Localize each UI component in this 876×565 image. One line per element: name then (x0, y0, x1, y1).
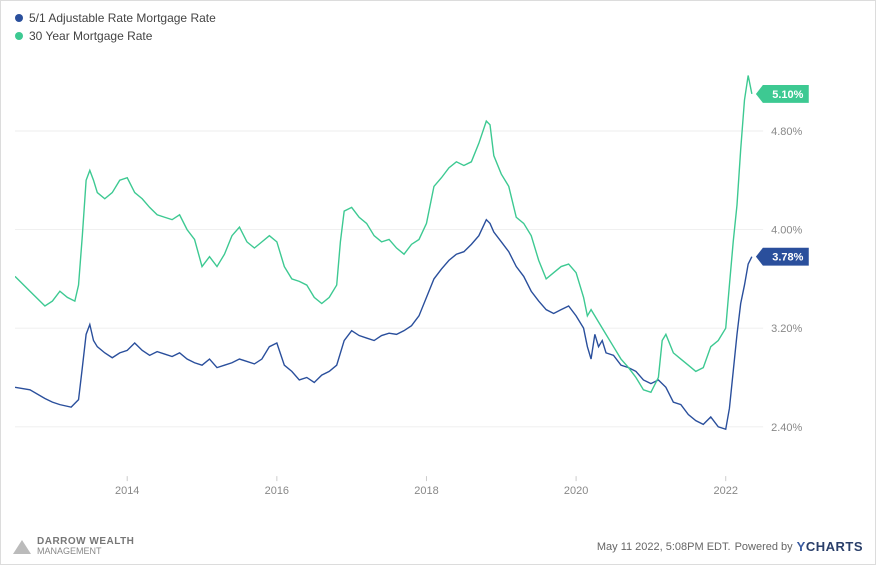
svg-text:2020: 2020 (564, 485, 588, 497)
chart-frame: 5/1 Adjustable Rate Mortgage Rate 30 Yea… (0, 0, 876, 565)
footer: DARROW WEALTH MANAGEMENT May 11 2022, 5:… (13, 537, 863, 556)
plot-area: 2.40% 3.20% 4.00% 4.80% 2014 2016 2018 2020 2022… (15, 51, 817, 504)
svg-text:4.80%: 4.80% (771, 126, 802, 138)
legend-item-fixed30: 30 Year Mortgage Rate (15, 29, 216, 43)
svg-text:3.20%: 3.20% (771, 323, 802, 335)
svg-text:2.40%: 2.40% (771, 422, 802, 434)
legend-label: 5/1 Adjustable Rate Mortgage Rate (29, 11, 216, 25)
ycharts-logo: YCHARTS (797, 539, 863, 554)
svg-text:4.00%: 4.00% (771, 225, 802, 237)
powered-prefix: Powered by (735, 541, 793, 553)
legend-item-arm51: 5/1 Adjustable Rate Mortgage Rate (15, 11, 216, 25)
svg-text:5.10%: 5.10% (772, 89, 803, 101)
legend-dot-icon (15, 32, 23, 40)
timestamp: May 11 2022, 5:08PM EDT. (597, 541, 731, 553)
logo-text: DARROW WEALTH MANAGEMENT (37, 537, 134, 556)
triangle-icon (13, 540, 31, 554)
chart-svg: 2.40% 3.20% 4.00% 4.80% 2014 2016 2018 2020 2022… (15, 51, 817, 504)
powered-by: May 11 2022, 5:08PM EDT. Powered by YCHA… (597, 539, 863, 554)
legend-dot-icon (15, 14, 23, 22)
svg-text:2014: 2014 (115, 485, 139, 497)
svg-text:2022: 2022 (714, 485, 738, 497)
darrow-logo: DARROW WEALTH MANAGEMENT (13, 537, 134, 556)
svg-text:3.78%: 3.78% (772, 252, 803, 264)
svg-text:2018: 2018 (414, 485, 438, 497)
legend-label: 30 Year Mortgage Rate (29, 29, 152, 43)
svg-text:2016: 2016 (265, 485, 289, 497)
legend: 5/1 Adjustable Rate Mortgage Rate 30 Yea… (15, 11, 216, 47)
